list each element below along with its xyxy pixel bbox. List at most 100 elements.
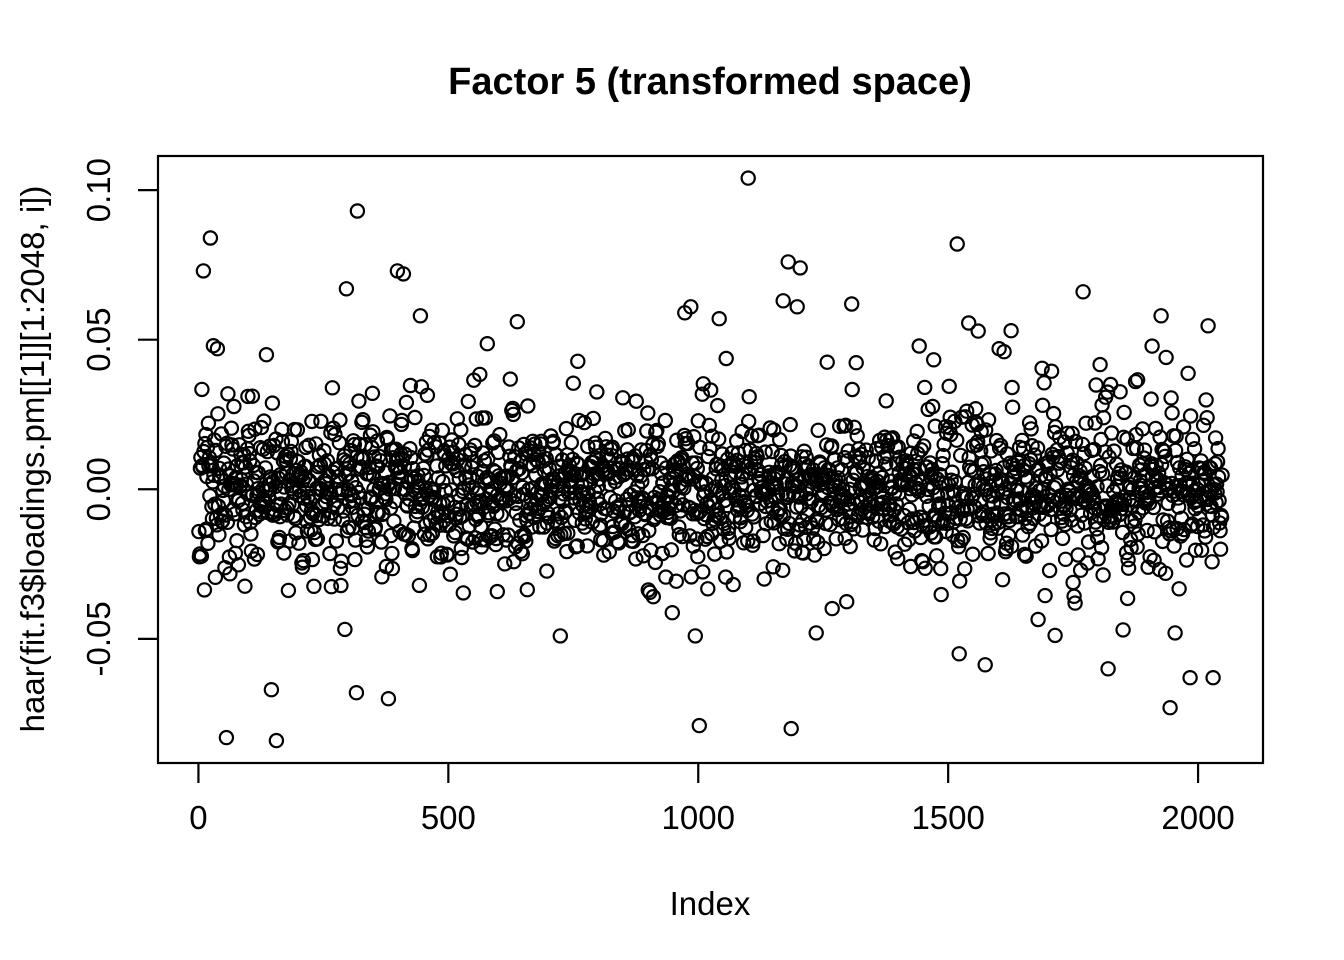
- data-point: [497, 556, 513, 572]
- data-point: [942, 409, 958, 425]
- data-point: [240, 388, 256, 405]
- y-tick-label: -0.05: [80, 601, 117, 676]
- data-point: [278, 465, 295, 481]
- data-point: [787, 543, 803, 559]
- data-point: [539, 563, 555, 579]
- data-point: [949, 236, 965, 252]
- data-point: [291, 535, 307, 551]
- data-point: [402, 377, 419, 394]
- y-tick-label: 0.05: [80, 308, 117, 372]
- data-point: [949, 432, 965, 448]
- data-point: [402, 441, 418, 457]
- data-point: [558, 420, 575, 437]
- data-point: [844, 296, 860, 312]
- data-point: [367, 519, 384, 535]
- data-point: [968, 401, 984, 417]
- data-point: [218, 729, 235, 746]
- data-point: [1088, 377, 1104, 393]
- y-tick-label: 0.10: [80, 158, 117, 222]
- data-point: [1059, 425, 1076, 441]
- data-point: [1003, 538, 1020, 555]
- data-point: [771, 536, 787, 552]
- y-axis-label: haar(fit.f3$loadings.pm[[1]][1:2048, i]): [14, 186, 51, 733]
- data-point: [1158, 349, 1174, 366]
- plot-box: [156, 154, 1265, 765]
- data-point: [703, 382, 719, 398]
- data-point: [961, 315, 977, 331]
- y-axis-ticks: -0.05 0.00 0.05 0.10: [80, 158, 158, 676]
- data-point: [514, 465, 530, 481]
- data-point: [477, 410, 493, 426]
- data-point: [824, 600, 840, 617]
- data-point: [860, 450, 876, 466]
- data-point: [242, 514, 259, 531]
- data-point: [294, 559, 311, 575]
- data-point: [332, 560, 349, 577]
- data-point: [642, 584, 658, 601]
- data-point: [692, 439, 708, 455]
- data-point: [518, 533, 534, 549]
- data-point: [819, 354, 835, 370]
- data-point: [460, 393, 476, 410]
- x-axis-ticks: 0 500 1000 1500 2000: [189, 763, 1235, 836]
- data-point: [1078, 415, 1094, 431]
- data-point: [890, 439, 906, 455]
- data-point: [1146, 524, 1163, 540]
- data-point: [757, 444, 773, 460]
- data-point: [806, 531, 822, 547]
- data-point: [489, 583, 505, 600]
- data-point: [508, 495, 524, 512]
- data-point: [358, 532, 375, 549]
- data-point: [1045, 405, 1062, 422]
- data-point: [1182, 408, 1199, 424]
- data-point: [887, 544, 903, 560]
- data-point: [816, 540, 832, 557]
- data-point: [746, 509, 762, 525]
- data-point: [323, 579, 340, 595]
- data-point: [455, 585, 471, 601]
- data-point: [454, 549, 470, 566]
- data-point: [313, 413, 329, 429]
- data-point: [915, 554, 931, 570]
- data-point: [996, 344, 1012, 360]
- data-point: [822, 516, 838, 533]
- data-point: [1100, 661, 1116, 677]
- data-point: [858, 442, 874, 458]
- data-point: [923, 525, 939, 541]
- x-tick-label: 500: [421, 799, 476, 836]
- data-point: [848, 355, 864, 371]
- data-point: [333, 577, 349, 594]
- data-point: [632, 492, 648, 508]
- data-point: [828, 531, 844, 547]
- data-point: [716, 515, 732, 532]
- data-point: [917, 379, 933, 396]
- data-point: [1144, 338, 1160, 354]
- data-point: [196, 582, 213, 598]
- data-point: [1016, 546, 1033, 563]
- data-point: [1120, 560, 1137, 576]
- data-point: [628, 393, 645, 409]
- data-point: [1089, 479, 1105, 495]
- data-point: [1119, 590, 1136, 607]
- data-point: [1043, 521, 1059, 538]
- data-point: [978, 422, 994, 438]
- data-point: [435, 473, 451, 490]
- data-point: [453, 422, 469, 438]
- data-point: [1141, 495, 1158, 511]
- data-point: [842, 538, 858, 555]
- data-point: [560, 525, 576, 541]
- data-point: [226, 398, 242, 415]
- data-point: [735, 466, 751, 482]
- data-point: [297, 469, 313, 485]
- data-point: [957, 561, 973, 577]
- data-point: [683, 299, 699, 315]
- data-point: [465, 454, 481, 470]
- data-point: [1092, 356, 1108, 373]
- data-point: [832, 418, 848, 434]
- data-point: [1086, 441, 1102, 458]
- data-point: [520, 398, 536, 414]
- data-point: [373, 534, 390, 550]
- data-point: [916, 438, 932, 454]
- data-point: [369, 433, 386, 449]
- data-point: [502, 371, 518, 387]
